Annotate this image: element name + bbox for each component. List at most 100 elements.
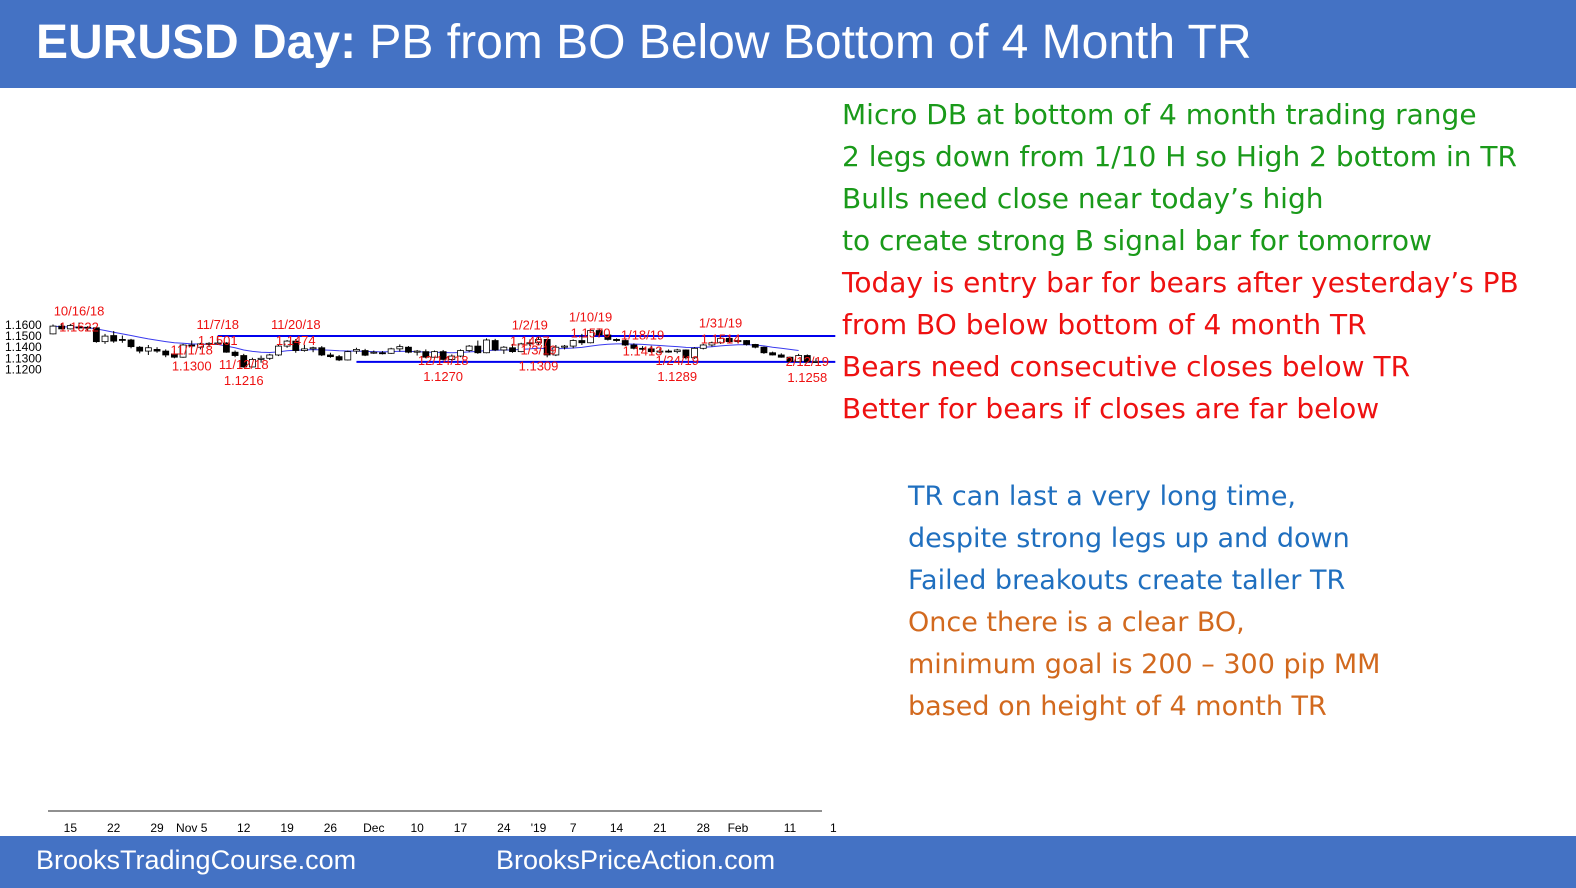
candle <box>691 347 698 359</box>
annotation-date: 11/7/18 <box>197 317 239 332</box>
x-tick-label: Nov 5 <box>176 821 208 835</box>
candle-body <box>743 340 750 345</box>
y-tick-label: 1.1400 <box>5 340 42 354</box>
candle <box>509 343 516 353</box>
x-tick-label: 19 <box>280 821 294 835</box>
annotation-date: 11/20/18 <box>271 317 321 332</box>
candle <box>196 342 204 350</box>
x-tick-label: 24 <box>497 821 511 835</box>
candle-body <box>639 347 646 350</box>
candle <box>344 350 352 361</box>
header-bar <box>0 0 1576 88</box>
annotation-1-18-19: 1/18/191.1413 <box>621 327 664 358</box>
candle <box>309 346 317 353</box>
candle <box>396 344 404 352</box>
candle-body <box>110 335 118 342</box>
candle <box>613 338 620 342</box>
footer-link-brookspriceaction[interactable]: BrooksPriceAction.com <box>496 845 776 875</box>
candle <box>422 349 430 359</box>
note-bottom-4: Once there is a clear BO, <box>908 607 1245 638</box>
candle-body <box>465 345 473 351</box>
candle <box>639 346 646 351</box>
candle-body <box>422 351 430 358</box>
candle <box>118 335 126 343</box>
candle-body <box>205 342 213 345</box>
candle <box>474 340 482 354</box>
candle-body <box>179 344 187 358</box>
candle-body <box>561 345 568 348</box>
annotation-price: 1.1497 <box>510 333 550 348</box>
candle <box>561 344 568 350</box>
candle-body <box>708 342 716 346</box>
annotation-price: 1.1216 <box>224 373 264 388</box>
candle <box>431 350 438 359</box>
annotation-date: 1/31/19 <box>699 315 742 330</box>
candle-body <box>535 339 542 344</box>
candle-body <box>283 340 291 347</box>
candle-body <box>691 347 698 359</box>
footer-bar <box>0 836 1576 888</box>
note-top-3: Bulls need close near today’s high <box>842 182 1324 215</box>
candle <box>283 339 291 348</box>
candle <box>66 323 74 330</box>
candle <box>162 349 170 358</box>
candle-body <box>613 339 620 341</box>
candle <box>370 350 378 354</box>
candle <box>275 344 282 357</box>
candle-body <box>595 330 603 336</box>
candle-body <box>769 352 777 356</box>
x-tick-label: 11 <box>784 821 797 835</box>
candle-body <box>448 355 456 360</box>
candle-body <box>760 346 768 354</box>
annotation-1-10-19: 1/10/191.1570 <box>569 309 612 340</box>
candle-body <box>222 342 230 353</box>
candle <box>231 350 239 358</box>
candle-body <box>665 350 672 353</box>
candle-body <box>335 356 343 361</box>
note-top-7: Bears need consecutive closes below TR <box>842 350 1411 383</box>
candle-body <box>457 350 464 357</box>
annotation-date: 1/3/19 <box>520 342 556 357</box>
annotation-1-2-19: 1/2/191.1497 <box>510 317 550 348</box>
candle-body <box>84 326 92 329</box>
candle <box>144 344 152 355</box>
candle <box>717 334 724 344</box>
candle <box>665 349 672 353</box>
candle <box>110 331 118 343</box>
candle <box>656 348 664 354</box>
candle <box>647 345 655 353</box>
candle <box>578 333 586 345</box>
candle <box>136 346 144 354</box>
candle <box>92 327 100 343</box>
candle <box>84 326 92 332</box>
candle <box>222 342 230 353</box>
annotation-price: 1.1289 <box>657 369 697 384</box>
candle-body <box>196 343 204 348</box>
candle <box>266 353 274 360</box>
candle <box>526 339 534 347</box>
note-bottom-2: despite strong legs up and down <box>908 523 1350 554</box>
candle <box>812 358 820 363</box>
candle-body <box>344 351 352 361</box>
candle <box>491 338 499 352</box>
annotation-price: 1.1501 <box>198 333 238 348</box>
annotation-date: 1/24/19 <box>656 353 699 368</box>
candle-body <box>101 335 109 343</box>
candle <box>327 352 334 358</box>
candle-body <box>387 348 395 354</box>
candle-body <box>275 345 282 356</box>
candle <box>179 343 187 358</box>
candle-body <box>301 348 308 351</box>
footer-link-brookstradingcourse[interactable]: BrooksTradingCourse.com <box>36 845 357 875</box>
candle-body <box>526 342 534 345</box>
candle-body <box>474 345 482 354</box>
candle <box>673 348 681 354</box>
annotation-date: 12/14/18 <box>418 353 469 368</box>
candle <box>353 347 360 354</box>
candle-body <box>500 346 508 351</box>
candle-body <box>777 354 785 358</box>
note-bottom-6: based on height of 4 month TR <box>908 691 1327 722</box>
candle-body <box>144 347 152 352</box>
note-bottom-1: TR can last a very long time, <box>908 481 1297 512</box>
